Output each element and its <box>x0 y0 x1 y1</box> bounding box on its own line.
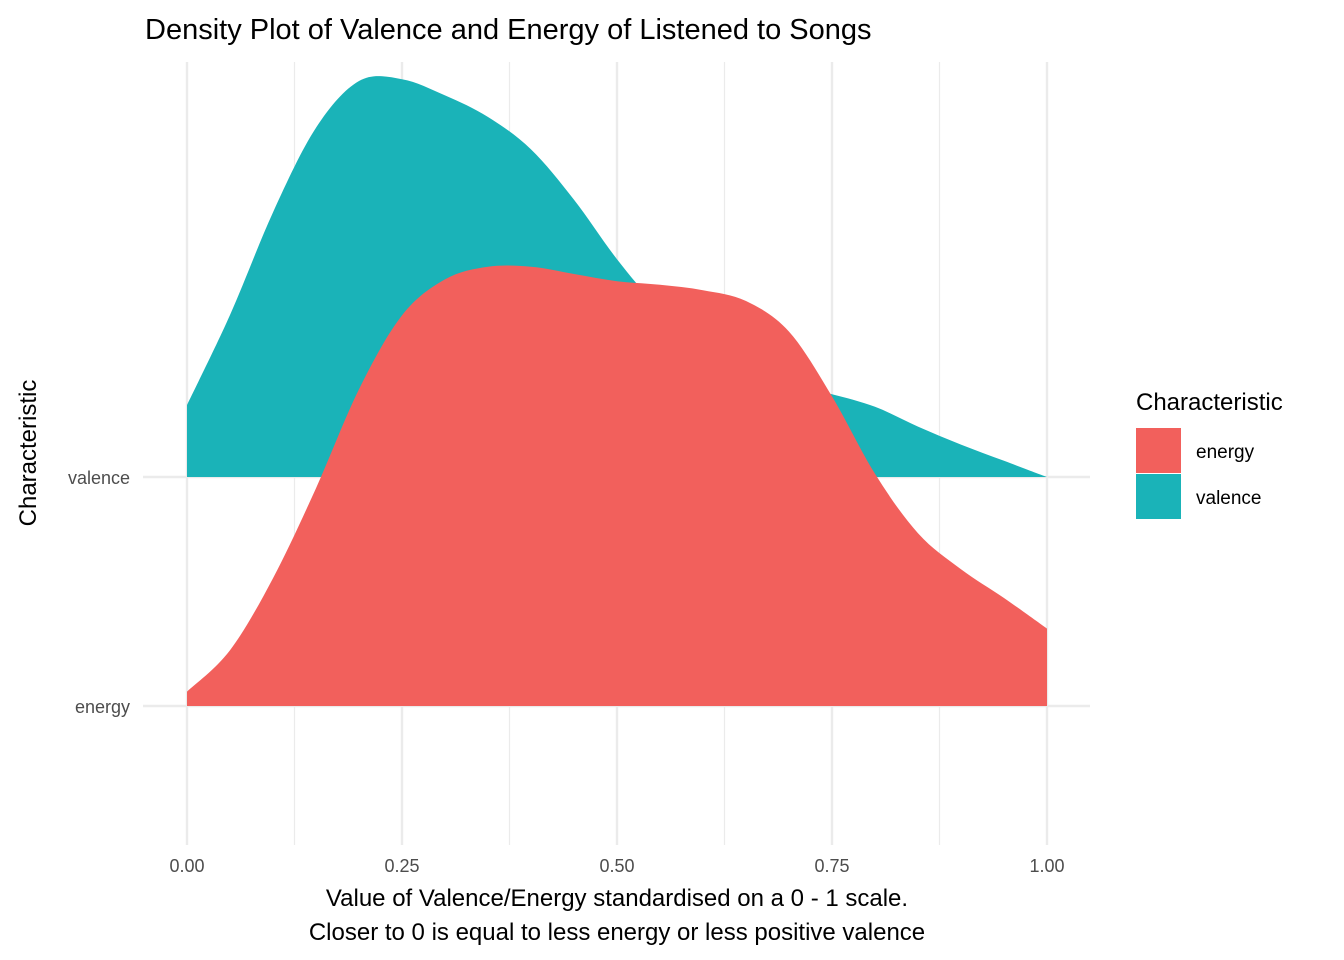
legend-title: Characteristic <box>1136 389 1283 416</box>
density-areas <box>187 76 1047 706</box>
y-axis-label: Characteristic <box>15 380 42 527</box>
x-tick-label-2: 0.50 <box>599 856 634 876</box>
x-axis-label-line2: Closer to 0 is equal to less energy or l… <box>309 919 925 946</box>
density-area-energy <box>187 265 1047 706</box>
x-tick-label-1: 0.25 <box>384 856 419 876</box>
chart-title: Density Plot of Valence and Energy of Li… <box>145 14 872 46</box>
legend-label-energy: energy <box>1196 442 1255 463</box>
y-tick-label-valence: valence <box>68 468 130 488</box>
x-axis-label: Value of Valence/Energy standardised on … <box>326 885 908 912</box>
legend: Characteristic energy valence <box>1136 389 1283 519</box>
y-axis: energy valence <box>68 468 130 717</box>
x-tick-label-3: 0.75 <box>814 856 849 876</box>
legend-key-valence <box>1136 474 1181 519</box>
legend-entries: energy valence <box>1136 428 1262 519</box>
legend-label-valence: valence <box>1196 488 1262 509</box>
x-tick-label-0: 0.00 <box>169 856 204 876</box>
x-tick-label-4: 1.00 <box>1029 856 1064 876</box>
legend-key-energy <box>1136 428 1181 473</box>
y-tick-label-energy: energy <box>75 697 130 717</box>
x-axis: 0.00 0.25 0.50 0.75 1.00 <box>169 856 1064 876</box>
